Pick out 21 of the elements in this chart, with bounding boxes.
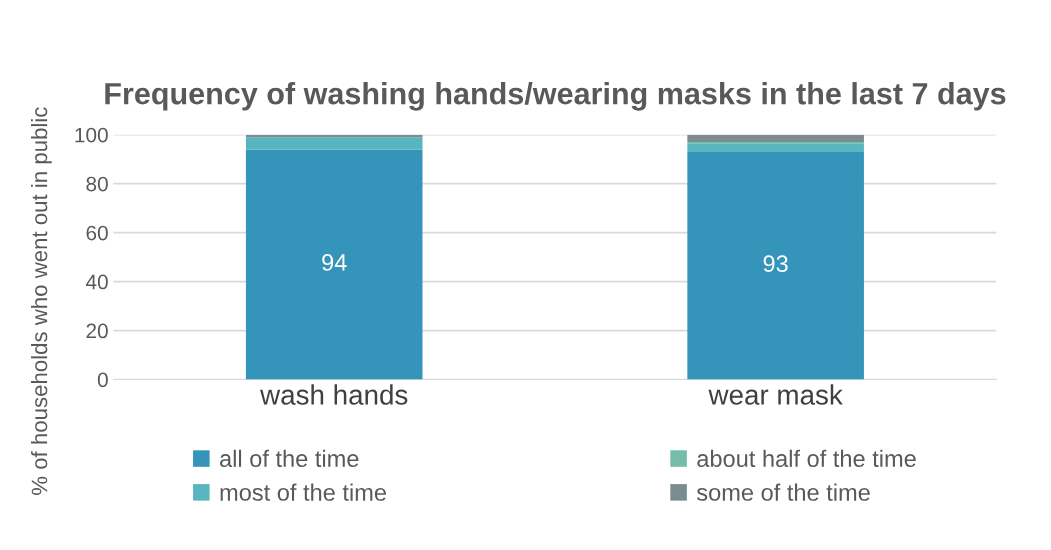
- bar: [687, 134, 864, 143]
- legend-label: about half of the time: [697, 449, 916, 468]
- x-tick-label: wear mask: [708, 384, 843, 405]
- y-tick-label: 80: [86, 176, 108, 192]
- legend-label: all of the time: [220, 449, 359, 468]
- x-tick-label: wash hands: [260, 384, 408, 405]
- bar: [687, 143, 864, 152]
- data-label: 94: [322, 254, 347, 271]
- y-tick-label: 40: [85, 274, 108, 290]
- y-tick-label: 20: [86, 323, 108, 339]
- data-label: 93: [763, 255, 788, 273]
- legend-label: most of the time: [220, 483, 386, 501]
- y-tick-label: 60: [86, 225, 108, 241]
- y-axis-title: % of households who went out in public: [30, 107, 52, 495]
- y-tick-label: 100: [75, 127, 108, 143]
- chart-title: Frequency of washing hands/wearing masks in the last 7 days: [105, 82, 1006, 111]
- y-tick-label: 0: [97, 372, 108, 388]
- bar: [245, 137, 423, 150]
- legend-label: some of the time: [696, 483, 870, 501]
- bar: [687, 151, 864, 380]
- bar: [245, 149, 423, 380]
